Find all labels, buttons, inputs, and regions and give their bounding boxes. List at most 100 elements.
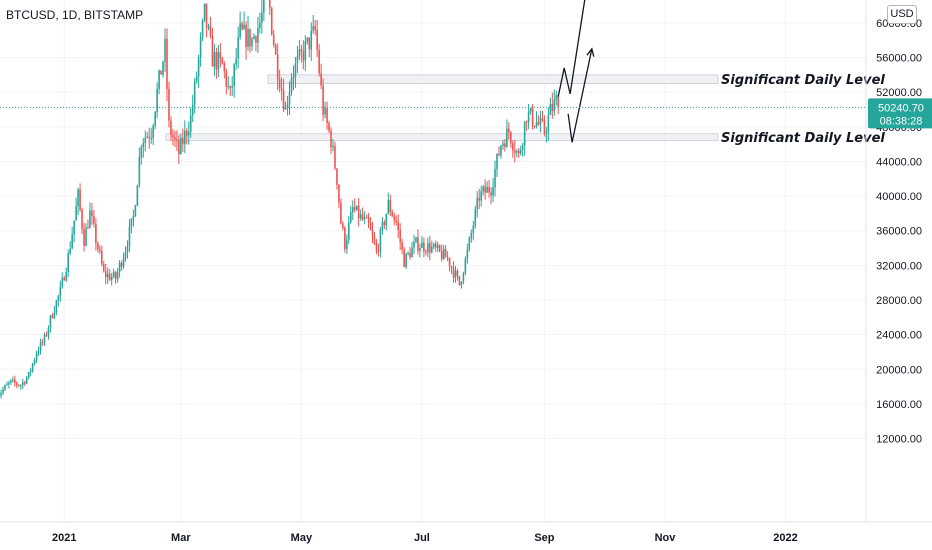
candle [2, 386, 4, 396]
candle [43, 332, 46, 346]
symbol-title[interactable]: BTCUSD, 1D, BITSTAMP [6, 8, 144, 22]
candle [510, 130, 512, 148]
candle [77, 187, 79, 216]
projection-arrow[interactable] [557, 0, 588, 97]
candle [492, 177, 494, 202]
candle [359, 209, 362, 221]
candle [259, 12, 261, 34]
candle [73, 220, 75, 243]
candle [221, 56, 224, 65]
candle [81, 207, 83, 235]
level-band[interactable] [165, 133, 719, 142]
candle [373, 231, 376, 246]
candle [351, 200, 354, 221]
candle [243, 11, 245, 30]
candle [284, 101, 287, 110]
candle [180, 134, 182, 155]
price-axis[interactable]: 12000.00 16000.00 20000.00 24000.00 28000.00… [876, 18, 922, 446]
candle [288, 81, 291, 115]
candle [110, 272, 113, 286]
candle [174, 130, 176, 148]
candle [478, 188, 481, 210]
candle [539, 110, 542, 133]
candle [292, 65, 295, 91]
candle [79, 183, 81, 212]
candle [93, 209, 95, 228]
candle [409, 247, 411, 260]
candle [25, 375, 28, 385]
candle [355, 205, 358, 211]
level-band[interactable] [267, 74, 719, 84]
projection-arrow[interactable] [567, 48, 593, 143]
candle [537, 115, 540, 126]
x-tick-label: Sep [534, 532, 554, 544]
candle [227, 76, 230, 90]
currency-button[interactable]: USD [887, 5, 917, 24]
candle [425, 249, 427, 256]
y-tick-label: 52000.00 [876, 87, 922, 99]
candle [395, 215, 398, 226]
candle [432, 242, 435, 250]
x-tick-label: 2022 [773, 532, 797, 544]
candle [148, 127, 151, 149]
candle [21, 378, 24, 390]
candle [27, 371, 30, 380]
time-axis[interactable]: 2021 Mar May Jul Sep Nov 2022 [52, 532, 798, 544]
candle [225, 68, 228, 95]
candle [446, 251, 449, 262]
candle [130, 218, 133, 234]
candle [450, 265, 453, 275]
candle [69, 241, 71, 256]
candle [112, 268, 115, 279]
candle [172, 128, 174, 146]
candle [387, 192, 390, 215]
candle [456, 268, 459, 281]
candle [47, 325, 50, 340]
candle [490, 187, 492, 205]
candle [527, 103, 530, 130]
candle [306, 36, 309, 45]
candle [523, 121, 526, 156]
candle [203, 3, 206, 22]
candle [423, 237, 425, 258]
candle [300, 44, 303, 63]
candle [164, 28, 166, 72]
price-tag-countdown: 08:38:28 [880, 115, 923, 127]
candle [318, 43, 320, 77]
chart-grid [0, 0, 866, 522]
candle [498, 146, 500, 157]
candle [438, 244, 441, 253]
candle [346, 234, 348, 254]
level-bands [165, 74, 719, 142]
candle [209, 16, 212, 39]
candle [486, 181, 488, 193]
candle [278, 69, 281, 93]
candle [272, 29, 275, 48]
candle [18, 384, 20, 387]
candle [146, 132, 149, 139]
candle [156, 82, 158, 118]
candle [506, 119, 508, 148]
candle [502, 139, 504, 151]
candle [245, 21, 247, 60]
candle [4, 384, 6, 391]
candle [126, 240, 129, 259]
candle [429, 235, 431, 261]
y-tick-label: 28000.00 [876, 295, 922, 307]
candle [298, 40, 301, 61]
candle [197, 54, 200, 89]
x-tick-label: Mar [171, 532, 191, 544]
candle [10, 379, 12, 385]
candle [182, 128, 184, 152]
candle [464, 256, 467, 276]
candle [342, 221, 344, 231]
candle [213, 44, 216, 77]
candle [515, 149, 518, 158]
candle [521, 142, 524, 157]
candle [241, 21, 243, 31]
candle [440, 244, 443, 262]
candle [106, 267, 109, 284]
candle [166, 28, 168, 102]
candle [340, 198, 342, 225]
